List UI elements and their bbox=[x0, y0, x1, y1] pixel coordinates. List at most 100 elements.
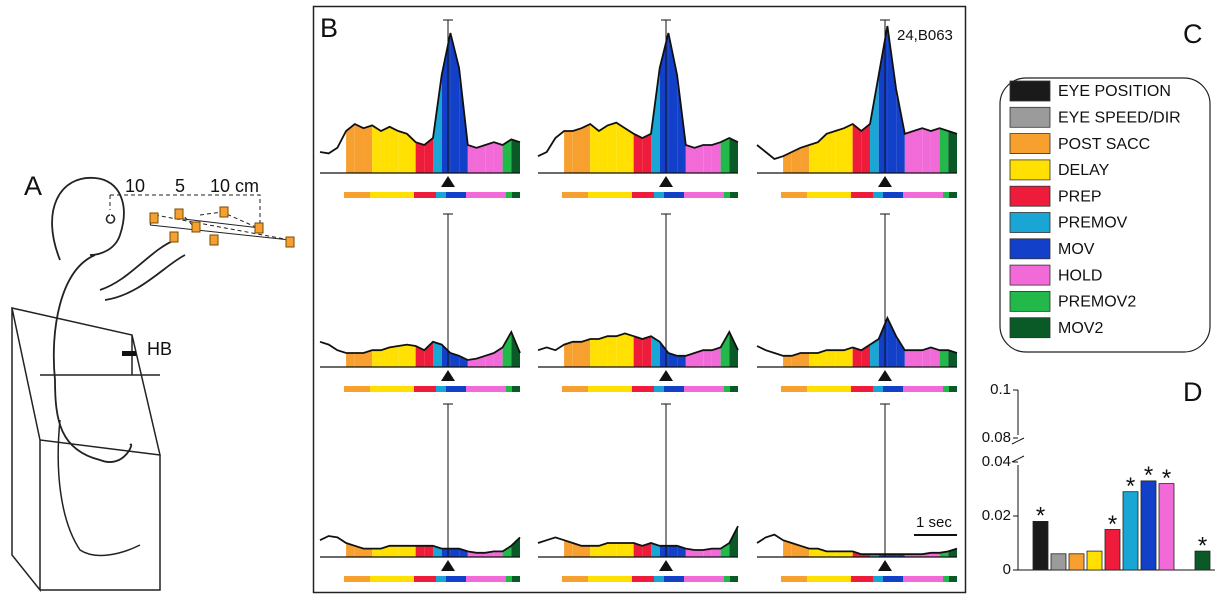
phase-area bbox=[590, 124, 599, 173]
phase-area bbox=[843, 124, 853, 173]
phase-area bbox=[809, 548, 818, 557]
phase-area bbox=[406, 133, 416, 173]
phase-area bbox=[476, 145, 486, 173]
phase-area bbox=[939, 128, 949, 173]
firing-rate-line bbox=[319, 32, 521, 155]
phase-strip bbox=[370, 386, 414, 392]
phase-area bbox=[711, 347, 721, 367]
phase-area bbox=[685, 548, 695, 557]
phase-area bbox=[467, 145, 477, 173]
panel-label: D bbox=[1183, 377, 1203, 407]
legend-box bbox=[999, 77, 1211, 353]
phase-strip bbox=[414, 386, 436, 392]
phase-area bbox=[913, 350, 923, 367]
phase-strip bbox=[512, 386, 520, 392]
legend-swatch bbox=[1009, 185, 1051, 207]
phase-area bbox=[677, 355, 686, 367]
phase-area bbox=[878, 318, 888, 367]
legend-swatch bbox=[1009, 106, 1051, 128]
phase-area bbox=[398, 344, 407, 367]
phase-area bbox=[685, 353, 695, 367]
phase-area bbox=[564, 131, 573, 173]
phase-strip bbox=[506, 192, 512, 198]
phase-strip bbox=[873, 576, 883, 582]
phase-area bbox=[729, 138, 738, 173]
phase-strip bbox=[724, 576, 730, 582]
phase-area bbox=[843, 551, 853, 557]
phase-area bbox=[564, 540, 573, 557]
phase-area bbox=[861, 344, 871, 367]
phase-area bbox=[459, 355, 468, 367]
phase-area bbox=[809, 142, 818, 173]
phase-strip bbox=[370, 192, 414, 198]
phase-strip bbox=[943, 576, 949, 582]
phase-strip bbox=[588, 386, 632, 392]
phase-area bbox=[817, 350, 827, 367]
phase-strip bbox=[883, 386, 903, 392]
phase-strip bbox=[903, 386, 943, 392]
phase-area bbox=[783, 152, 792, 173]
phase-strip bbox=[883, 192, 903, 198]
phase-strip bbox=[654, 576, 664, 582]
phase-area bbox=[852, 124, 862, 173]
phase-area bbox=[511, 537, 520, 557]
phase-area bbox=[493, 142, 503, 173]
phase-strip bbox=[943, 192, 949, 198]
phase-strip bbox=[807, 386, 851, 392]
phase-area bbox=[616, 333, 625, 367]
phase-area bbox=[493, 551, 503, 557]
phase-strip bbox=[781, 386, 807, 392]
phase-strip bbox=[344, 576, 370, 582]
phase-area bbox=[694, 350, 704, 367]
phase-strip bbox=[873, 192, 883, 198]
phase-area bbox=[424, 138, 434, 173]
phase-area bbox=[476, 552, 486, 557]
phase-area bbox=[711, 548, 721, 557]
significance-marker: * bbox=[1126, 473, 1135, 500]
phase-area bbox=[930, 552, 940, 557]
phase-area bbox=[450, 33, 460, 173]
y-tick-label: 0.02 bbox=[982, 507, 1011, 524]
legend-swatch bbox=[1009, 212, 1051, 233]
phase-strip bbox=[807, 576, 851, 582]
y-tick-label: 0.1 bbox=[990, 381, 1011, 398]
phase-area bbox=[633, 133, 643, 173]
phase-area bbox=[791, 543, 801, 557]
legend-label: PREMOV bbox=[1058, 215, 1128, 232]
phase-area bbox=[380, 126, 390, 173]
phase-area bbox=[817, 548, 827, 557]
phase-area bbox=[572, 341, 582, 367]
alignment-marker bbox=[441, 560, 455, 571]
phase-strip bbox=[730, 576, 738, 582]
phase-area bbox=[703, 350, 712, 367]
phase-strip bbox=[344, 386, 370, 392]
phase-strip bbox=[851, 386, 873, 392]
phase-area bbox=[659, 341, 669, 367]
alignment-marker bbox=[878, 560, 892, 571]
firing-rate-line bbox=[756, 533, 958, 556]
panel-label: B bbox=[320, 13, 338, 43]
legend-label: DELAY bbox=[1058, 162, 1110, 179]
phase-area bbox=[616, 543, 625, 557]
phase-area bbox=[783, 540, 792, 557]
phase-area bbox=[624, 128, 634, 173]
phase-area bbox=[703, 548, 712, 557]
phase-area bbox=[389, 346, 399, 367]
phase-area bbox=[433, 75, 442, 173]
phase-strip bbox=[949, 192, 957, 198]
phase-area bbox=[948, 548, 957, 557]
phase-strip bbox=[414, 576, 436, 582]
phase-area bbox=[459, 548, 468, 557]
legend-label: PREMOV2 bbox=[1058, 294, 1136, 311]
phase-area bbox=[896, 336, 905, 367]
phase-area bbox=[485, 142, 494, 173]
phase-area bbox=[852, 347, 862, 367]
phase-area bbox=[424, 341, 434, 367]
phase-area bbox=[598, 543, 608, 557]
phase-strip bbox=[466, 576, 506, 582]
phase-strip bbox=[466, 386, 506, 392]
legend-swatch bbox=[1009, 159, 1051, 181]
phase-area bbox=[485, 353, 494, 367]
phase-area bbox=[694, 145, 704, 173]
